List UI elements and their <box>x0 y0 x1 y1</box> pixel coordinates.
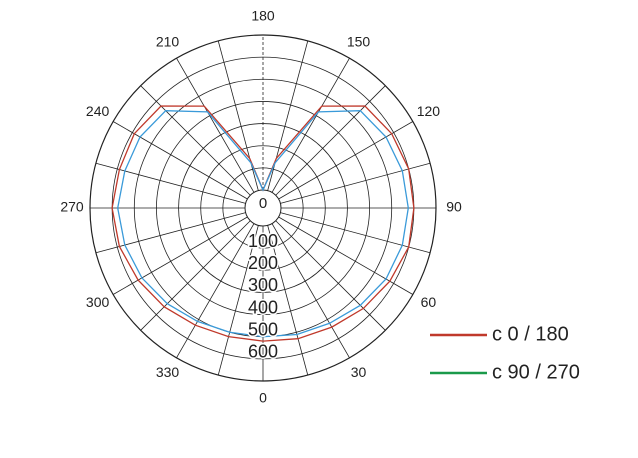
series-line <box>117 110 409 338</box>
radial-tick-label: 400 <box>248 297 278 317</box>
spoke <box>271 57 350 193</box>
angle-tick-label: 60 <box>421 294 437 310</box>
angle-tick-label: 300 <box>86 294 110 310</box>
spoke <box>140 85 251 196</box>
radial-tick-label: 500 <box>248 319 278 339</box>
spoke <box>140 220 251 331</box>
radial-tick-label: 600 <box>248 342 278 362</box>
spoke <box>280 212 431 254</box>
radial-tick-label: 100 <box>248 231 278 251</box>
spoke <box>112 121 248 200</box>
angle-tick-label: 30 <box>351 364 367 380</box>
spoke <box>217 225 259 376</box>
radial-tick-label: 200 <box>248 253 278 273</box>
spoke <box>176 57 255 193</box>
spoke <box>217 40 259 191</box>
angle-tick-label: 90 <box>446 199 462 215</box>
spoke <box>267 40 309 191</box>
angle-tick-label: 330 <box>156 364 180 380</box>
spoke <box>267 225 309 376</box>
radial-tick-label: 0 <box>259 195 267 212</box>
spoke <box>95 212 246 254</box>
spoke <box>280 162 431 204</box>
angle-tick-label: 150 <box>347 33 371 49</box>
spoke <box>176 223 255 359</box>
spoke <box>95 162 246 204</box>
angle-tick-label: 180 <box>251 8 275 24</box>
angle-tick-label: 240 <box>86 103 110 119</box>
angle-tick-label: 120 <box>417 103 441 119</box>
spoke <box>112 216 248 295</box>
spoke <box>278 216 414 295</box>
angle-tick-label: 270 <box>60 199 84 215</box>
angle-tick-label: 0 <box>259 390 267 406</box>
spoke <box>278 121 414 200</box>
radial-tick-label: 300 <box>248 275 278 295</box>
spoke <box>275 220 386 331</box>
spoke <box>271 223 350 359</box>
legend-label: c 90 / 270 <box>492 361 580 383</box>
angle-tick-label: 210 <box>156 33 180 49</box>
spoke <box>275 85 386 196</box>
legend-label: c 0 / 180 <box>492 323 569 345</box>
